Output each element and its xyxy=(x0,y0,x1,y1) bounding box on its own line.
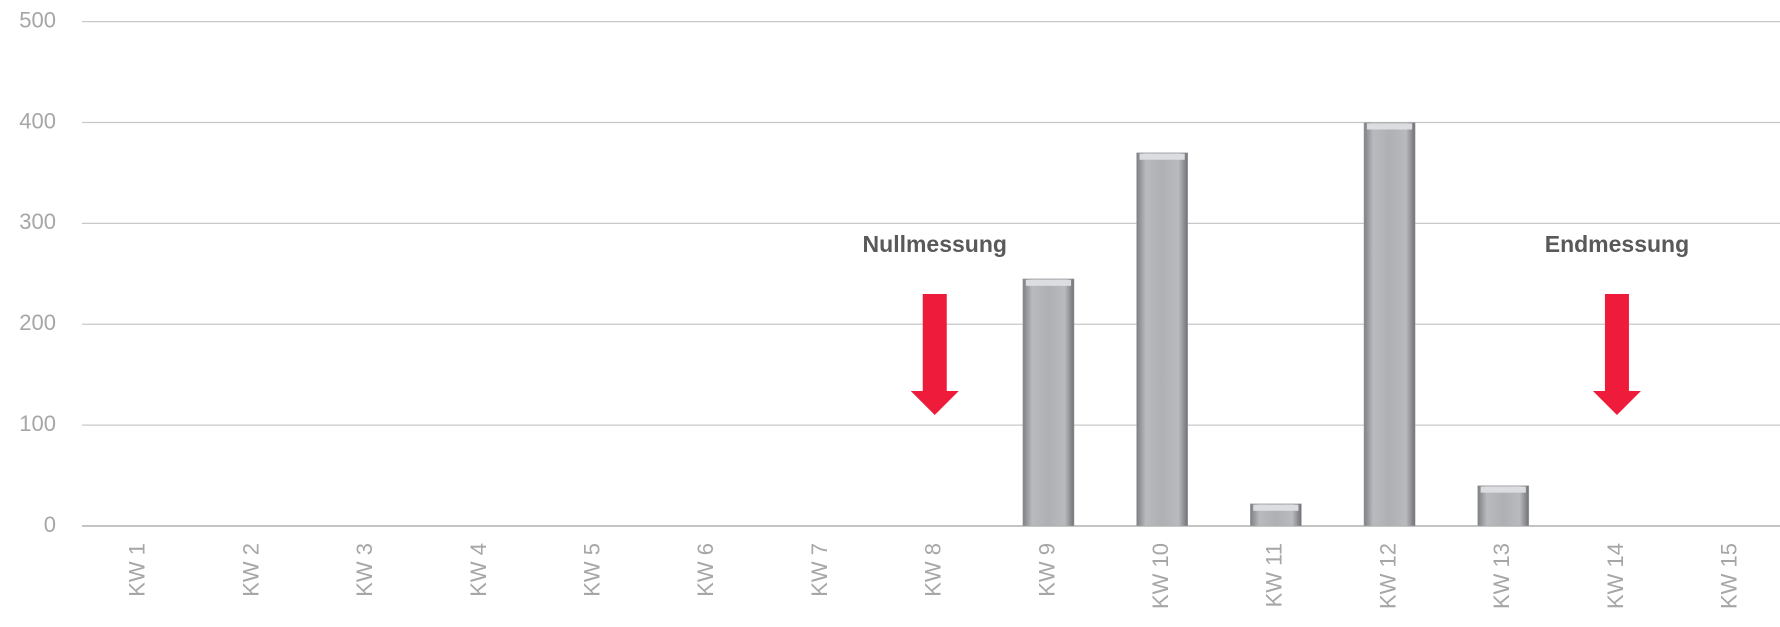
x-tick-label: KW 15 xyxy=(1716,543,1741,609)
x-tick-label: KW 7 xyxy=(807,543,832,597)
x-tick-label: KW 4 xyxy=(466,543,491,597)
y-tick-label: 200 xyxy=(19,310,56,335)
annotation-arrow xyxy=(910,294,959,415)
x-tick-label: KW 12 xyxy=(1375,543,1400,609)
annotation-arrow xyxy=(1592,294,1641,415)
y-tick-label: 300 xyxy=(19,209,56,234)
x-tick-label: KW 10 xyxy=(1148,543,1173,609)
x-tick-label: KW 3 xyxy=(352,543,377,597)
x-tick-label: KW 2 xyxy=(238,543,263,597)
x-tick-label: KW 1 xyxy=(125,543,150,597)
bar-cap xyxy=(1139,153,1185,160)
y-tick-label: 400 xyxy=(19,108,56,133)
x-tick-label: KW 9 xyxy=(1034,543,1059,597)
x-tick-label: KW 8 xyxy=(921,543,946,597)
bar-cap xyxy=(1025,279,1072,286)
bar-cap xyxy=(1253,504,1299,511)
y-tick-label: 500 xyxy=(19,7,56,32)
y-tick-label: 100 xyxy=(19,411,56,436)
bar xyxy=(1363,122,1416,527)
y-tick-label: 0 xyxy=(44,512,56,537)
x-tick-label: KW 6 xyxy=(693,543,718,597)
annotation: Endmessung xyxy=(1545,231,1689,257)
x-tick-label: KW 14 xyxy=(1603,543,1628,609)
bar-cap xyxy=(1366,123,1413,130)
x-tick-label: KW 11 xyxy=(1262,543,1287,607)
annotation: Nullmessung xyxy=(863,231,1007,257)
bar-cap xyxy=(1480,486,1526,493)
x-tick-label: KW 5 xyxy=(579,543,604,597)
bar xyxy=(1022,278,1075,527)
bar xyxy=(1136,152,1188,527)
x-tick-label: KW 13 xyxy=(1489,543,1514,609)
